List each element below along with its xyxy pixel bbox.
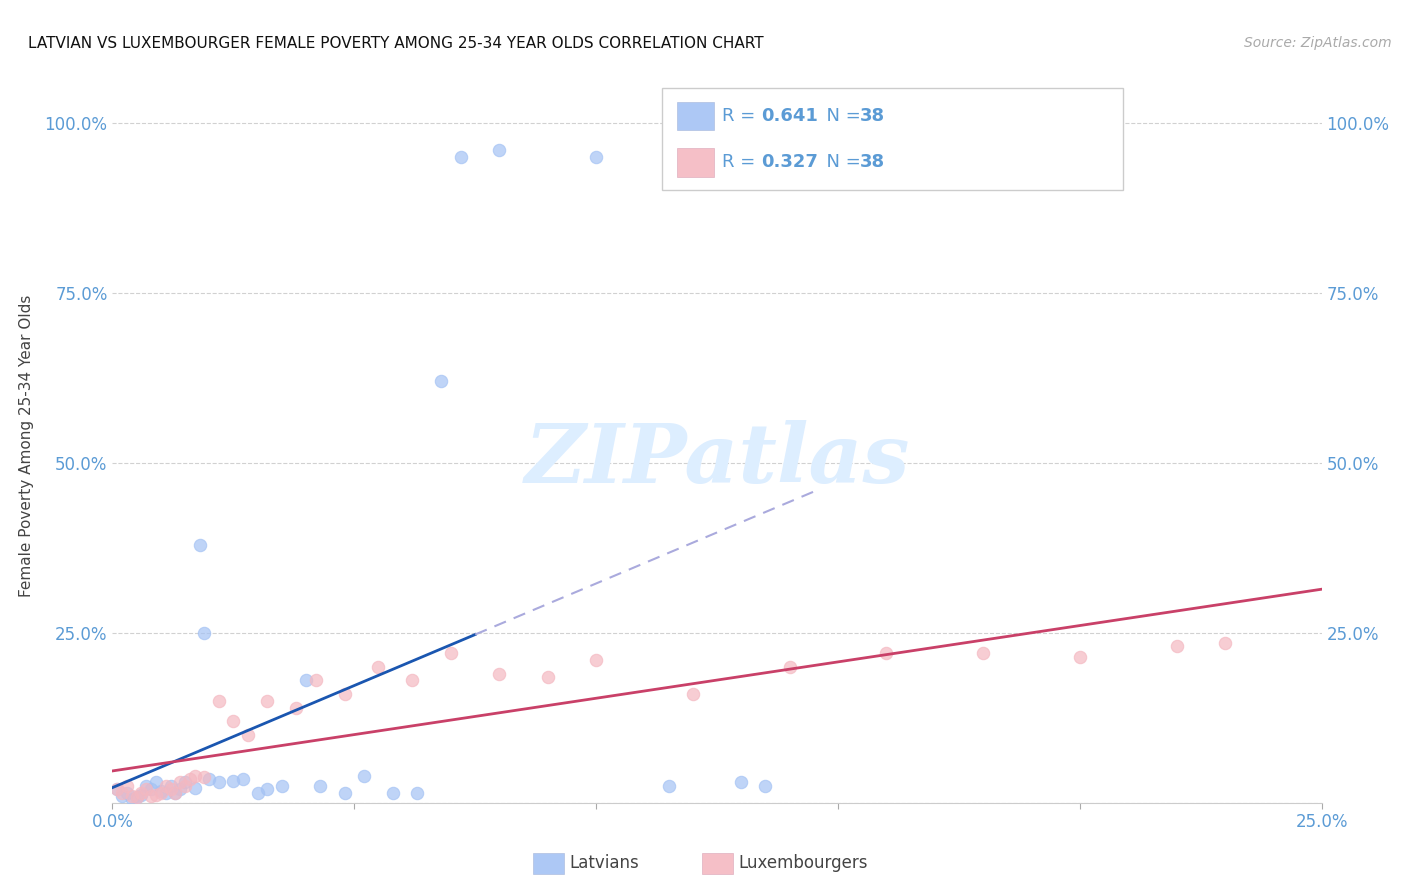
Point (131, 788, 153, 802)
Point (222, 774, 245, 789)
Point (115, 786, 138, 800)
Point (430, 375, 453, 389)
Point (121, 792, 143, 806)
Point (353, 769, 375, 783)
Point (115, 779, 138, 793)
Point (236, 728, 259, 742)
Point (188, 537, 211, 551)
Point (367, 660, 389, 674)
Point (198, 772, 221, 786)
Point (488, 144, 510, 158)
Text: ZIPatlas: ZIPatlas (524, 420, 910, 500)
Point (246, 786, 269, 800)
Point (121, 789, 143, 803)
Point (309, 779, 332, 793)
Text: Luxembourgers: Luxembourgers (738, 855, 868, 872)
Point (174, 779, 197, 793)
Point (488, 666, 510, 681)
Point (183, 769, 205, 783)
Text: N =: N = (815, 153, 866, 171)
Point (537, 670, 560, 684)
Text: 0.641: 0.641 (762, 107, 818, 125)
Point (1069, 649, 1091, 664)
Text: Latvians: Latvians (569, 855, 640, 872)
Point (304, 673, 326, 688)
Text: Source: ZipAtlas.com: Source: ZipAtlas.com (1244, 36, 1392, 50)
Point (155, 786, 177, 800)
Point (193, 626, 215, 640)
Text: 38: 38 (860, 107, 884, 125)
Point (193, 770, 215, 784)
Text: R =: R = (723, 107, 761, 125)
Point (131, 786, 153, 800)
Text: N =: N = (815, 107, 866, 125)
Point (682, 687, 704, 701)
Point (222, 714, 245, 729)
Point (105, 782, 128, 797)
Point (730, 775, 752, 789)
Point (145, 775, 167, 789)
Point (875, 646, 897, 660)
Point (141, 782, 163, 797)
Point (141, 789, 163, 803)
Text: 0.327: 0.327 (762, 153, 818, 171)
Point (105, 782, 128, 797)
Point (270, 779, 292, 793)
Point (208, 694, 231, 708)
Point (285, 700, 308, 714)
Point (754, 779, 776, 793)
Point (149, 783, 172, 797)
Point (256, 782, 278, 797)
Point (135, 782, 157, 797)
Point (125, 790, 148, 805)
Point (135, 779, 157, 793)
Point (440, 646, 463, 660)
Point (125, 790, 148, 805)
Point (111, 789, 134, 803)
Text: LATVIAN VS LUXEMBOURGER FEMALE POVERTY AMONG 25-34 YEAR OLDS CORRELATION CHART: LATVIAN VS LUXEMBOURGER FEMALE POVERTY A… (28, 36, 763, 51)
Point (145, 788, 167, 802)
Point (382, 786, 405, 800)
Point (159, 779, 181, 793)
Y-axis label: Female Poverty Among 25-34 Year Olds: Female Poverty Among 25-34 Year Olds (18, 295, 34, 597)
Point (232, 772, 254, 786)
Point (658, 779, 681, 793)
Point (169, 782, 191, 797)
Point (169, 775, 191, 789)
Point (111, 786, 134, 800)
Point (1166, 640, 1188, 654)
Point (183, 780, 205, 795)
Point (450, 150, 472, 164)
Point (179, 772, 201, 786)
Text: R =: R = (723, 153, 761, 171)
Point (165, 786, 187, 800)
Point (1213, 636, 1236, 650)
Point (585, 653, 607, 667)
Point (174, 775, 197, 789)
Point (401, 673, 423, 688)
Point (149, 786, 172, 800)
Point (208, 775, 231, 789)
Point (779, 660, 801, 674)
Point (972, 646, 994, 660)
Text: 38: 38 (860, 153, 884, 171)
Point (333, 786, 356, 800)
Point (155, 779, 177, 793)
Point (585, 150, 607, 164)
Point (256, 694, 278, 708)
Point (333, 687, 356, 701)
Point (295, 673, 318, 688)
Point (165, 786, 187, 800)
Point (159, 782, 181, 797)
Point (406, 786, 429, 800)
